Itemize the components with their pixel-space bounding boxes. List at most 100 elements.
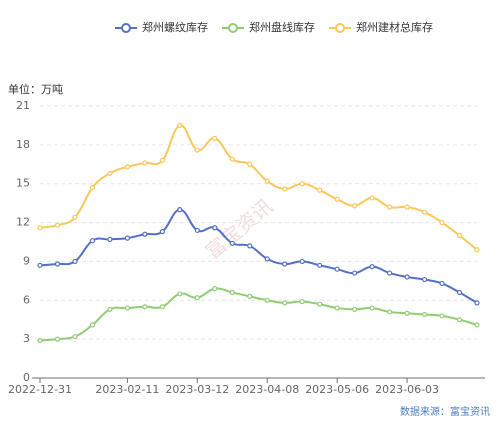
point bbox=[247, 243, 253, 249]
point bbox=[421, 276, 428, 283]
legend-label: 郑州螺纹库存 bbox=[142, 20, 208, 34]
point bbox=[282, 186, 288, 192]
point bbox=[72, 214, 78, 220]
point bbox=[334, 266, 340, 272]
point bbox=[247, 161, 253, 167]
point bbox=[421, 209, 428, 215]
point bbox=[404, 274, 410, 280]
point bbox=[352, 306, 358, 312]
point bbox=[177, 291, 183, 297]
point bbox=[352, 270, 358, 276]
y-tick-label: 6 bbox=[23, 293, 30, 306]
y-tick-label: 3 bbox=[23, 332, 30, 345]
point bbox=[369, 195, 375, 201]
watermark: 富宝资讯 bbox=[201, 194, 278, 264]
point bbox=[54, 261, 61, 267]
point bbox=[439, 313, 445, 319]
point bbox=[142, 304, 148, 310]
point bbox=[194, 227, 200, 233]
point bbox=[194, 295, 200, 301]
point bbox=[37, 225, 43, 231]
legend-label: 郑州建材总库存 bbox=[356, 20, 433, 34]
point bbox=[369, 264, 375, 270]
y-tick-label: 0 bbox=[23, 371, 30, 384]
point bbox=[264, 178, 270, 184]
point bbox=[107, 306, 113, 312]
point bbox=[124, 305, 131, 311]
point bbox=[247, 293, 253, 299]
x-tick-label: 2023-06-03 bbox=[375, 383, 439, 396]
point bbox=[212, 286, 218, 292]
point bbox=[387, 204, 393, 210]
point bbox=[124, 164, 131, 170]
y-tick-label: 15 bbox=[16, 177, 30, 190]
point bbox=[194, 147, 200, 153]
point bbox=[212, 225, 218, 231]
point bbox=[72, 333, 78, 340]
point bbox=[456, 317, 463, 323]
point bbox=[229, 240, 235, 246]
point bbox=[334, 196, 340, 202]
y-tick-label: 21 bbox=[16, 99, 30, 112]
point bbox=[456, 232, 463, 239]
point bbox=[317, 301, 323, 307]
point bbox=[212, 135, 218, 141]
point bbox=[177, 122, 183, 129]
point bbox=[352, 203, 358, 209]
x-tick-label: 2023-03-12 bbox=[165, 383, 229, 396]
point bbox=[474, 247, 480, 253]
point bbox=[107, 170, 113, 176]
unit-label: 单位：万吨 bbox=[8, 82, 63, 96]
point bbox=[282, 261, 288, 267]
point bbox=[89, 322, 96, 328]
point bbox=[89, 185, 96, 191]
point bbox=[264, 297, 270, 303]
point bbox=[474, 322, 480, 328]
point bbox=[317, 262, 323, 268]
x-tick-label: 2023-04-08 bbox=[235, 383, 299, 396]
point bbox=[54, 336, 61, 342]
y-tick-label: 9 bbox=[23, 254, 30, 267]
x-tick-label: 2023-05-06 bbox=[305, 383, 369, 396]
point bbox=[264, 256, 270, 262]
point bbox=[421, 311, 428, 318]
point bbox=[229, 156, 235, 162]
point bbox=[456, 289, 463, 296]
point bbox=[177, 207, 183, 213]
y-tick-label: 18 bbox=[16, 138, 30, 151]
point bbox=[37, 262, 43, 268]
point bbox=[142, 160, 148, 166]
point bbox=[404, 204, 410, 210]
y-tick-label: 12 bbox=[16, 216, 30, 229]
legend-label: 郑州盘线库存 bbox=[249, 20, 315, 34]
point bbox=[334, 305, 340, 311]
x-tick-label: 2022-12-31 bbox=[8, 383, 72, 396]
point bbox=[159, 229, 165, 235]
point bbox=[282, 300, 288, 306]
point bbox=[474, 300, 480, 306]
point bbox=[229, 289, 235, 296]
point bbox=[159, 304, 165, 310]
point bbox=[439, 219, 445, 226]
legend-marker bbox=[121, 23, 131, 33]
point bbox=[159, 157, 165, 163]
legend-marker bbox=[228, 23, 238, 33]
point bbox=[439, 280, 445, 287]
point bbox=[299, 181, 305, 187]
point bbox=[54, 222, 61, 228]
point bbox=[299, 258, 305, 265]
point bbox=[369, 305, 375, 311]
point bbox=[124, 235, 131, 241]
point bbox=[317, 187, 323, 193]
point bbox=[142, 231, 148, 237]
series-line bbox=[39, 287, 478, 342]
point bbox=[404, 310, 410, 316]
legend-marker bbox=[335, 23, 345, 33]
x-tick-label: 2023-02-11 bbox=[95, 383, 159, 396]
point bbox=[89, 238, 96, 244]
point bbox=[387, 270, 393, 276]
series-line bbox=[39, 124, 478, 251]
point bbox=[299, 298, 305, 305]
point bbox=[107, 236, 113, 243]
